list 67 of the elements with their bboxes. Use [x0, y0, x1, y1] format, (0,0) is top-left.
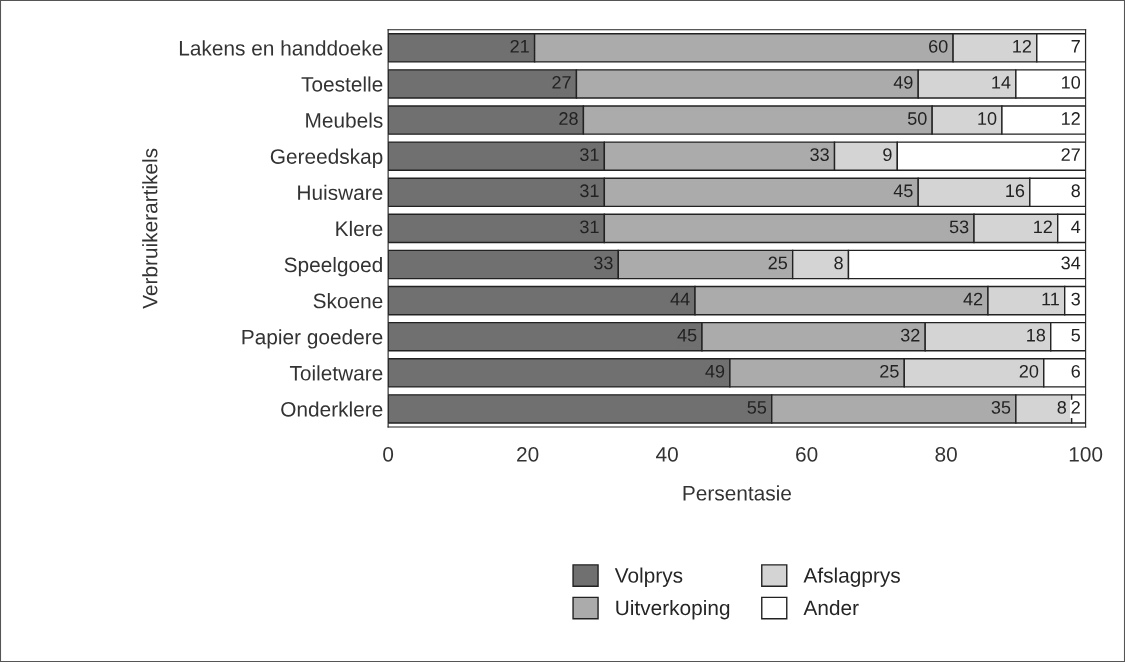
y-tick-label: Lakens en handdoeke: [179, 40, 383, 56]
data-label: 10: [1062, 76, 1081, 89]
data-label: 25: [880, 364, 899, 378]
data-label: 28: [559, 112, 578, 125]
data-label: 16: [1006, 184, 1025, 198]
data-label: 4: [1071, 220, 1081, 234]
data-label: 44: [670, 292, 690, 306]
y-tick-label: Speelgoed: [284, 256, 382, 277]
legend-label: Afslagprys: [803, 567, 900, 587]
data-label: 27: [552, 76, 571, 89]
data-label: 12: [1062, 112, 1080, 125]
x-tick-label: 100: [1069, 446, 1103, 462]
data-label: 49: [705, 364, 725, 378]
data-label: 33: [594, 256, 613, 270]
data-label: 49: [893, 76, 913, 89]
legend-label: Ander: [803, 599, 859, 616]
data-label: 8: [1071, 184, 1080, 198]
y-tick-label: Toiletware: [289, 365, 383, 381]
data-label: 53: [949, 220, 969, 234]
y-tick-label: Papier goedere: [242, 329, 383, 349]
y-tick-label: Toestelle: [301, 76, 383, 92]
data-label: 9: [883, 148, 892, 162]
data-label: 12: [1034, 220, 1052, 234]
data-label: 32: [900, 328, 920, 342]
data-label: 2: [1071, 401, 1080, 414]
y-tick-label: Klere: [336, 220, 383, 237]
y-tick-label: Onderklere: [281, 401, 383, 417]
legend-label: Uitverkoping: [616, 599, 730, 620]
data-label: 20: [1019, 364, 1039, 378]
data-label: 14: [992, 76, 1011, 89]
data-label: 3: [1071, 292, 1080, 306]
x-tick-label: 40: [656, 446, 678, 462]
y-tick-label: Skoene: [313, 293, 383, 309]
data-label: 34: [1061, 256, 1081, 270]
data-label: 27: [1061, 148, 1080, 161]
x-tick-label: 80: [935, 446, 957, 462]
y-tick-label: Huisware: [298, 184, 383, 201]
y-tick-label: Gereedskap: [270, 148, 383, 169]
y-axis-title: Verbruikerartikels: [142, 148, 158, 309]
data-label: 21: [510, 39, 529, 53]
data-label: 6: [1071, 364, 1080, 378]
data-label: 50: [907, 112, 927, 125]
data-label: 31: [580, 184, 599, 198]
data-label: 11: [1042, 292, 1059, 306]
data-label: 25: [768, 256, 788, 270]
data-label: 35: [991, 401, 1011, 414]
x-tick-label: 20: [517, 446, 539, 462]
data-label: 45: [893, 184, 913, 198]
x-tick-label: 0: [383, 446, 394, 462]
x-axis-title: Persentasie: [683, 485, 791, 501]
data-label: 31: [580, 220, 599, 234]
data-label: 12: [1013, 39, 1032, 53]
data-label: 45: [677, 328, 697, 342]
data-label: 33: [810, 148, 829, 162]
x-tick-label: 60: [796, 446, 818, 462]
y-tick-label: Meubels: [306, 112, 383, 128]
data-label: 8: [834, 256, 843, 270]
data-label: 7: [1071, 40, 1080, 53]
data-label: 42: [963, 292, 983, 306]
data-label: 31: [580, 148, 599, 162]
data-label: 8: [1057, 401, 1067, 414]
data-label: 60: [929, 39, 948, 53]
data-label: 10: [978, 112, 997, 125]
data-label: 18: [1027, 328, 1046, 342]
data-label: 55: [747, 401, 767, 414]
legend-label: Volprys: [614, 567, 683, 587]
data-label: 5: [1071, 328, 1080, 342]
